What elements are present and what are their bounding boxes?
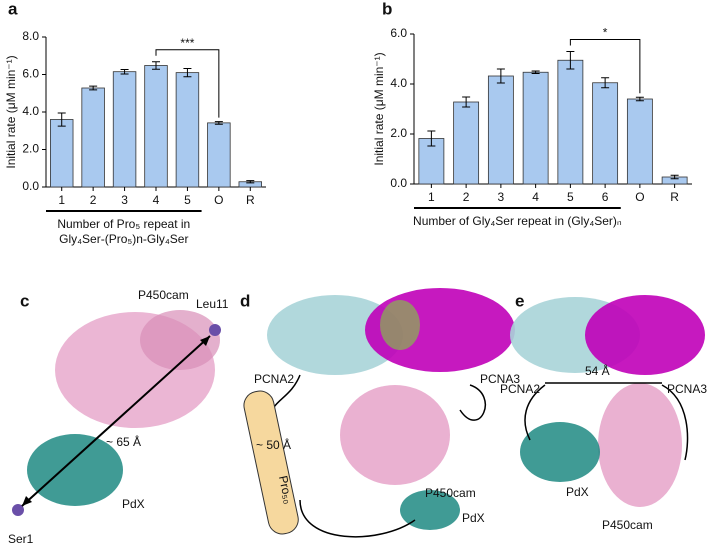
error-bar: [566, 51, 575, 70]
significance-label: ***: [180, 36, 194, 50]
bar: [592, 82, 619, 185]
annotation: 54 Å: [585, 363, 610, 378]
annotation: PCNA2: [500, 382, 540, 396]
annotation: ~ 50 Å: [256, 437, 291, 452]
panel-label: a: [8, 0, 18, 18]
x-tick-label: O: [635, 190, 644, 204]
x-tick-label: 5: [184, 193, 191, 207]
y-tick-label: 6.0: [22, 67, 39, 81]
error-bar: [183, 68, 192, 78]
significance-bracket: [569, 39, 641, 94]
panel-label: e: [515, 291, 524, 310]
error-bar: [531, 70, 540, 74]
structure-c: [12, 310, 221, 516]
annotation: PCNA3: [667, 382, 707, 396]
annotation: PCNA3: [480, 372, 520, 386]
bar: [207, 122, 231, 188]
x-tick-label: 6: [602, 190, 609, 204]
y-tick-label: 8.0: [22, 29, 39, 43]
error-bar: [89, 85, 98, 91]
annotation: P450cam: [602, 518, 653, 532]
x-tick-label: 5: [567, 190, 574, 204]
structure-d: [243, 288, 515, 538]
bar: [487, 75, 514, 185]
bar: [50, 119, 74, 188]
bar: [81, 87, 105, 188]
x-tick-label: 2: [90, 193, 97, 207]
x-tick-label: 4: [153, 193, 160, 207]
panel-label: c: [20, 291, 29, 310]
y-axis-title: Initial rate (μM min⁻¹): [372, 52, 386, 165]
bar: [175, 72, 200, 188]
x-tick-label: 1: [428, 190, 435, 204]
error-bar: [214, 121, 223, 125]
annotation: PCNA2: [254, 372, 294, 386]
bar: [453, 101, 480, 185]
x-axis-title: Number of Gly₄Ser repeat in (Gly₄Ser)ₙ: [413, 214, 622, 228]
annotation: Leu11: [196, 297, 229, 311]
x-tick-label: 1: [58, 193, 65, 207]
annotation: Pro₅₀: [276, 474, 296, 505]
y-tick-label: 0.0: [22, 179, 39, 193]
annotation: PdX: [566, 485, 589, 499]
x-axis-title: Number of Pro₅ repeat in: [57, 217, 190, 231]
x-axis-title: Gly₄Ser-(Pro₅)n-Gly₄Ser: [59, 232, 188, 246]
error-bar: [152, 61, 160, 70]
x-tick-label: O: [214, 193, 223, 207]
x-tick-label: R: [246, 193, 255, 207]
x-tick-label: R: [670, 190, 679, 204]
error-bar: [670, 174, 679, 180]
annotation: PdX: [122, 497, 145, 511]
annotation: P450cam: [425, 486, 476, 500]
error-bar: [496, 68, 505, 84]
y-tick-label: 4.0: [22, 104, 39, 118]
significance-label: *: [603, 26, 608, 40]
y-tick-label: 4.0: [390, 76, 407, 90]
y-tick-label: 0.0: [390, 176, 407, 190]
y-tick-label: 2.0: [390, 126, 407, 140]
bar: [144, 65, 168, 188]
error-bar: [462, 96, 471, 108]
significance-bracket: [155, 49, 220, 118]
error-bar: [120, 68, 129, 75]
bar: [557, 59, 584, 185]
error-bar: [57, 112, 66, 127]
bar: [626, 98, 653, 185]
x-tick-label: 3: [121, 193, 128, 207]
error-bar: [635, 96, 644, 102]
structure-e: [510, 295, 705, 507]
annotation: Ser1: [8, 532, 34, 546]
error-bar: [427, 130, 436, 147]
x-tick-label: 4: [532, 190, 539, 204]
panel-label: b: [382, 0, 392, 18]
bar: [522, 71, 549, 185]
x-tick-label: 3: [498, 190, 505, 204]
annotation: PdX: [462, 511, 485, 525]
y-tick-label: 2.0: [22, 142, 39, 156]
y-tick-label: 6.0: [390, 26, 407, 40]
annotation: ~ 65 Å: [106, 434, 141, 449]
y-axis-title: Initial rate (μM min⁻¹): [4, 55, 18, 168]
error-bar: [246, 180, 255, 184]
error-bar: [601, 77, 610, 89]
x-tick-label: 2: [463, 190, 470, 204]
bar: [112, 71, 137, 188]
panel-label: d: [240, 291, 250, 310]
annotation: P450cam: [138, 288, 189, 302]
